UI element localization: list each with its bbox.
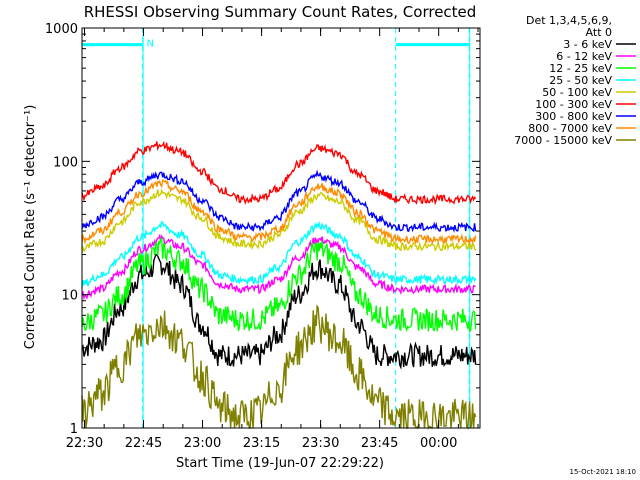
axis-ticks: 22:30 22:45 23:00 23:15 23:30 23:45 00:00 1 10 10… [45,22,480,451]
x-tick-label-5: 23:45 [361,436,398,451]
legend-header-0: Det 1,3,4,5,6,9, [526,14,612,27]
timestamp: 15-Oct-2021 18:10 [570,468,636,476]
legend-entry-5: 100 - 300 keV [535,98,612,111]
y-tick-label-3: 1000 [45,22,78,37]
series-line-6 [81,169,477,233]
legend-entry-8: 7000 - 15000 keV [514,134,612,147]
legend-entry-6: 300 - 800 keV [535,110,612,123]
night-bar-label-0: N [147,39,154,50]
series-line-4 [81,188,477,253]
series-line-5 [81,140,477,206]
x-tick-label-4: 23:30 [302,436,339,451]
series-line-7 [81,178,477,246]
x-axis-label: Start Time (19-Jun-07 22:29:22) [176,456,384,471]
legend-entry-7: 800 - 7000 keV [528,122,612,135]
legend-entry-3: 25 - 50 keV [549,74,612,87]
series-line-2 [81,236,477,333]
x-tick-label-3: 23:15 [243,436,280,451]
y-axis-label: Corrected Count Rate (s⁻¹ detector⁻¹) [23,105,38,350]
legend-entry-4: 50 - 100 keV [542,86,612,99]
series-line-8 [81,304,477,431]
series-line-1 [81,233,476,301]
x-tick-label-6: 00:00 [420,436,457,451]
legend-header-1: Att 0 [586,26,612,39]
x-tick-label-2: 23:00 [184,436,221,451]
series-layer [81,140,477,431]
series-line-3 [81,220,477,288]
legend-entry-2: 12 - 25 keV [549,62,612,75]
legend-entry-1: 6 - 12 keV [556,50,612,63]
y-tick-label-2: 100 [53,155,78,170]
legend-entry-0: 3 - 6 keV [563,38,612,51]
x-tick-label-1: 22:45 [125,436,162,451]
chart-title: RHESSI Observing Summary Count Rates, Co… [84,3,477,21]
series-line-0 [81,253,477,370]
x-tick-label-0: 22:30 [66,436,103,451]
y-tick-label-1: 10 [61,289,78,304]
y-tick-label-0: 1 [70,422,78,437]
